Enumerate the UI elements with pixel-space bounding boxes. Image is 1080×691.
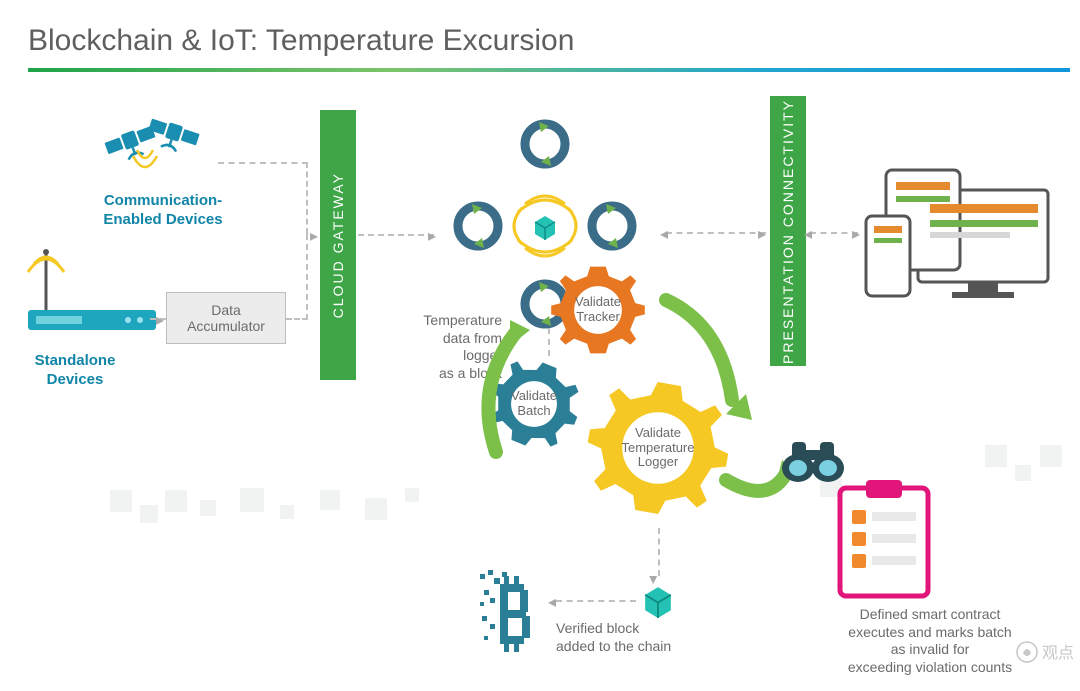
satellite-icon [85,108,205,188]
presentation-connectivity-bar: PRESENTATION CONNECTIVITY [770,96,806,366]
connector [666,232,766,234]
deco-square [140,505,158,523]
arrow-icon: ▸ [156,310,164,330]
cloud-gateway-label: CLOUD GATEWAY [330,172,346,318]
standalone-label: Standalone Devices [20,352,130,390]
deco-square [200,500,216,516]
cube-icon [640,582,676,618]
page-title: Blockchain & IoT: Temperature Excursion [28,24,574,58]
connector [810,232,858,234]
deco-square [165,490,187,512]
clipboard-icon [836,480,932,600]
watermark-text: 观点 [1042,645,1074,662]
deco-square [110,490,132,512]
title-underline [28,68,1070,72]
deco-square [280,505,294,519]
devices-icon [860,160,1060,310]
deco-square [365,498,387,520]
arrow-icon: ▸ [852,224,860,244]
watermark: 观点 [1016,639,1074,663]
connector [306,234,308,320]
connector [556,600,636,602]
smart-contract-label: Defined smart contract executes and mark… [810,606,1050,676]
arrow-icon: ◂ [804,224,812,244]
deco-square [1015,465,1031,481]
deco-square [405,488,419,502]
presentation-label: PRESENTATION CONNECTIVITY [780,99,796,364]
connector [658,528,660,576]
flow-arrows-icon [470,260,800,560]
verified-block-label: Verified block added to the chain [556,620,716,655]
bitcoin-chain-icon [480,570,550,660]
cloud-gateway-bar: CLOUD GATEWAY [320,110,356,380]
deco-square [240,488,264,512]
comm-devices-label: Communication- Enabled Devices [88,192,238,230]
connector [358,234,434,236]
deco-square [985,445,1007,467]
binoculars-icon [778,436,848,486]
data-accumulator-box: Data Accumulator [166,292,286,344]
connector [218,162,308,164]
connector [306,162,308,234]
arrow-icon: ▸ [758,224,766,244]
deco-square [1040,445,1062,467]
router-icon [22,240,162,350]
arrow-icon: ▸ [310,226,318,246]
arrow-icon: ◂ [660,224,668,244]
connector [286,318,308,320]
deco-square [320,490,340,510]
